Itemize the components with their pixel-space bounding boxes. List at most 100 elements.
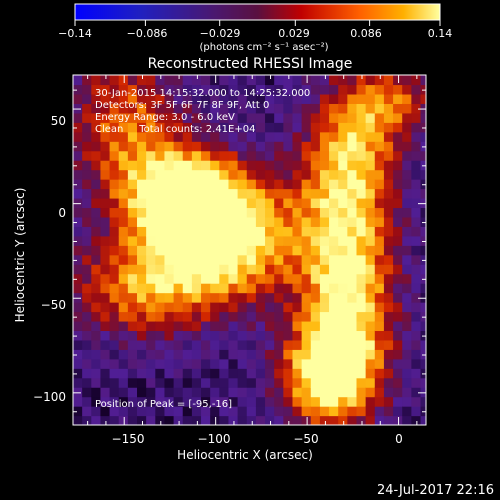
heatmap-cell — [191, 264, 202, 275]
heatmap-cell — [201, 150, 211, 161]
heatmap-cell — [210, 84, 220, 95]
heatmap-cell — [118, 396, 129, 407]
heatmap-cell — [91, 75, 102, 86]
heatmap-cell — [402, 311, 412, 322]
heatmap-cell — [146, 141, 156, 152]
heatmap-cell — [274, 406, 284, 417]
heatmap-cell — [255, 264, 266, 275]
heatmap-cell — [246, 75, 257, 86]
heatmap-cell — [146, 283, 156, 294]
heatmap-cell — [118, 415, 129, 425]
heatmap-cell — [82, 368, 92, 379]
heatmap-cell — [127, 311, 138, 322]
heatmap-cell — [411, 368, 422, 379]
heatmap-cell — [420, 141, 426, 152]
heatmap-cell — [347, 150, 358, 161]
heatmap-cell — [347, 245, 358, 256]
heatmap-cell — [283, 216, 294, 227]
heatmap-cell — [301, 75, 312, 86]
heatmap-cell — [265, 179, 275, 190]
heatmap-cell — [155, 349, 166, 360]
heatmap-cell — [219, 160, 230, 171]
heatmap-cell — [91, 84, 102, 95]
heatmap-cell — [338, 387, 348, 398]
heatmap-cell — [164, 103, 175, 114]
heatmap-cell — [82, 283, 92, 294]
heatmap-cell — [283, 311, 294, 322]
heatmap-cell — [319, 93, 330, 104]
heatmap-cell — [319, 368, 330, 379]
heatmap-cell — [137, 141, 147, 152]
heatmap-cell — [155, 188, 166, 199]
heatmap-cell — [274, 273, 284, 284]
colorbar-tick-label: 0.086 — [350, 27, 382, 40]
heatmap-cell — [137, 131, 147, 142]
heatmap-cell — [191, 160, 202, 171]
heatmap-cell — [228, 235, 239, 246]
heatmap-cell — [73, 302, 83, 313]
heatmap-cell — [420, 188, 426, 199]
heatmap-cell — [265, 131, 275, 142]
heatmap-cell — [82, 264, 92, 275]
heatmap-cell — [173, 169, 184, 180]
heatmap-cell — [237, 207, 248, 218]
heatmap-cell — [301, 179, 312, 190]
heatmap-cell — [255, 131, 266, 142]
heatmap-cell — [191, 283, 202, 294]
heatmap-cell — [137, 368, 147, 379]
heatmap-cell — [319, 188, 330, 199]
heatmap-cell — [109, 254, 120, 265]
heatmap-cell — [383, 188, 394, 199]
heatmap-cell — [338, 349, 348, 360]
heatmap-cell — [310, 84, 321, 95]
heatmap-cell — [374, 141, 385, 152]
heatmap-cell — [319, 387, 330, 398]
heatmap-cell — [173, 254, 184, 265]
heatmap-cell — [137, 406, 147, 417]
heatmap-cell — [329, 150, 339, 161]
heatmap-cell — [329, 349, 339, 360]
heatmap-cell — [310, 169, 321, 180]
heatmap-cell — [82, 311, 92, 322]
heatmap-cell — [274, 150, 284, 161]
heatmap-cell — [301, 103, 312, 114]
heatmap-cell — [191, 358, 202, 369]
heatmap-cell — [237, 292, 248, 303]
heatmap-cell — [210, 131, 220, 142]
heatmap-cell — [146, 311, 156, 322]
heatmap-cell — [237, 311, 248, 322]
heatmap-cell — [274, 415, 284, 425]
heatmap-cell — [182, 150, 193, 161]
heatmap-cell — [265, 84, 275, 95]
heatmap-cell — [292, 169, 303, 180]
heatmap-cell — [191, 226, 202, 237]
heatmap-cell — [420, 245, 426, 256]
heatmap-cell — [228, 273, 239, 284]
heatmap-cell — [393, 377, 403, 388]
heatmap-cell — [310, 131, 321, 142]
heatmap-cell — [374, 311, 385, 322]
heatmap-cell — [374, 302, 385, 313]
heatmap-cell — [301, 235, 312, 246]
heatmap-cell — [155, 302, 166, 313]
heatmap-cell — [155, 75, 166, 86]
heatmap-cell — [283, 75, 294, 86]
heatmap-cell — [265, 141, 275, 152]
heatmap-cell — [383, 358, 394, 369]
heatmap-cell — [319, 406, 330, 417]
heatmap-cell — [191, 75, 202, 86]
heatmap-cell — [310, 160, 321, 171]
heatmap-cell — [182, 226, 193, 237]
heatmap-cell — [182, 131, 193, 142]
heatmap-cell — [338, 75, 348, 86]
heatmap-cell — [420, 368, 426, 379]
heatmap-cell — [82, 169, 92, 180]
heatmap-cell — [100, 406, 111, 417]
heatmap-cell — [310, 302, 321, 313]
heatmap-cell — [164, 396, 175, 407]
heatmap-cell — [173, 377, 184, 388]
heatmap-cell — [201, 122, 211, 133]
heatmap-cell — [228, 349, 239, 360]
heatmap-cell — [402, 264, 412, 275]
heatmap-cell — [91, 273, 102, 284]
